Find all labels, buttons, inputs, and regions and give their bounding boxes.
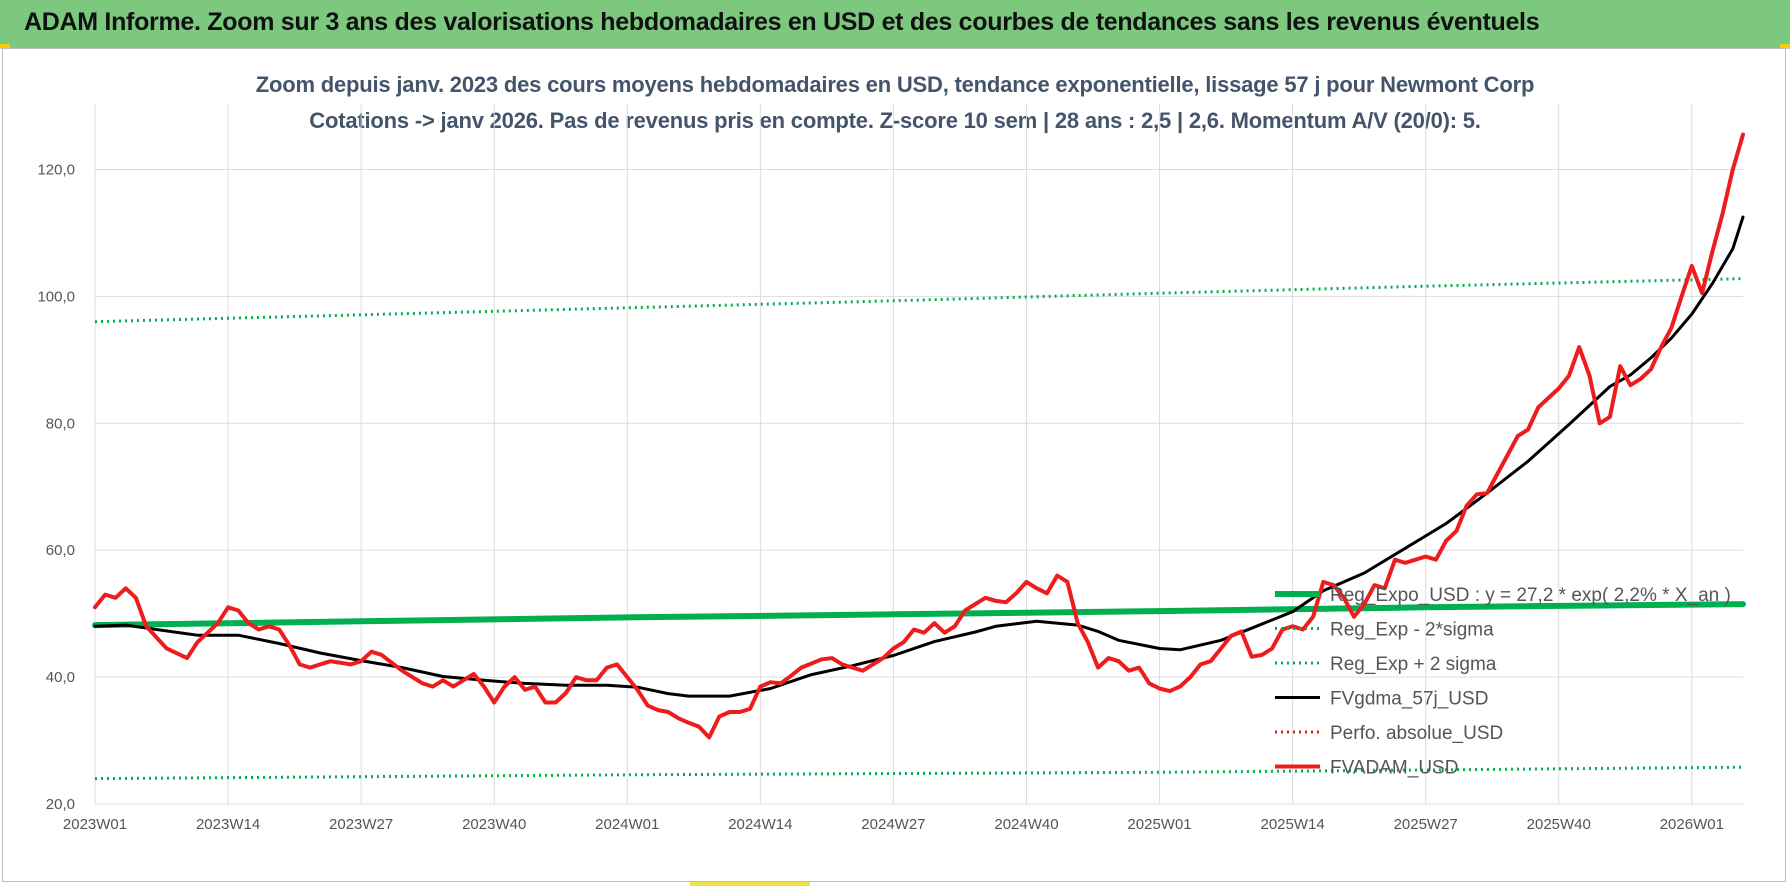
legend-label: Reg_Expo_USD : y = 27,2 * exp( 2,2% * X_… bbox=[1330, 585, 1731, 606]
chart-area bbox=[2, 48, 1786, 882]
x-tick-label: 2023W27 bbox=[329, 816, 393, 833]
legend-label: FVADAM_USD bbox=[1330, 758, 1458, 779]
report-banner: ADAM Informe. Zoom sur 3 ans des valoris… bbox=[0, 0, 1790, 49]
legend-label: Perfo. absolue_USD bbox=[1330, 723, 1503, 744]
x-tick-label: 2024W40 bbox=[994, 816, 1058, 833]
corner-accent-right bbox=[1780, 44, 1790, 48]
corner-accent-left bbox=[0, 44, 10, 48]
x-tick-label: 2024W27 bbox=[861, 816, 925, 833]
y-tick-label: 60,0 bbox=[46, 542, 75, 559]
chart-legend: Reg_Expo_USD : y = 27,2 * exp( 2,2% * X_… bbox=[1275, 585, 1731, 779]
x-tick-label: 2024W14 bbox=[728, 816, 792, 833]
y-tick-label: 40,0 bbox=[46, 669, 75, 686]
series-line-1 bbox=[94, 765, 1744, 781]
x-tick-label: 2026W01 bbox=[1660, 816, 1724, 833]
banner-title: ADAM Informe. Zoom sur 3 ans des valoris… bbox=[24, 8, 1540, 36]
axis-labels: 20,0 40,0 60,0 80,0 100,0 120,0 2023W01 2023W14… bbox=[37, 161, 1723, 833]
x-tick-label: 2023W14 bbox=[196, 816, 260, 833]
x-tick-label: 2024W01 bbox=[595, 816, 659, 833]
series-lines bbox=[92, 132, 1746, 781]
legend-label: Reg_Exp - 2*sigma bbox=[1330, 620, 1494, 641]
chart-subtitle: Cotations -> janv 2026. Pas de revenus p… bbox=[309, 108, 1481, 133]
x-tick-label: 2023W01 bbox=[63, 816, 127, 833]
x-tick-label: 2025W14 bbox=[1261, 816, 1325, 833]
x-tick-label: 2025W40 bbox=[1527, 816, 1591, 833]
series-line-0 bbox=[92, 601, 1746, 629]
bottom-accent bbox=[690, 882, 810, 886]
x-tick-label: 2023W40 bbox=[462, 816, 526, 833]
x-tick-label: 2025W27 bbox=[1394, 816, 1458, 833]
y-tick-label: 100,0 bbox=[37, 288, 75, 305]
y-tick-label: 120,0 bbox=[37, 161, 75, 178]
y-tick-label: 20,0 bbox=[46, 796, 75, 813]
gridlines bbox=[94, 104, 1743, 805]
series-line-3 bbox=[93, 215, 1745, 698]
x-tick-label: 2025W01 bbox=[1127, 816, 1191, 833]
series-line-5 bbox=[93, 132, 1745, 740]
series-line-2 bbox=[94, 277, 1744, 324]
chart-title: Zoom depuis janv. 2023 des cours moyens … bbox=[255, 72, 1535, 97]
legend-label: Reg_Exp + 2 sigma bbox=[1330, 654, 1497, 675]
y-tick-label: 80,0 bbox=[46, 415, 75, 432]
legend-label: FVgdma_57j_USD bbox=[1330, 689, 1488, 710]
